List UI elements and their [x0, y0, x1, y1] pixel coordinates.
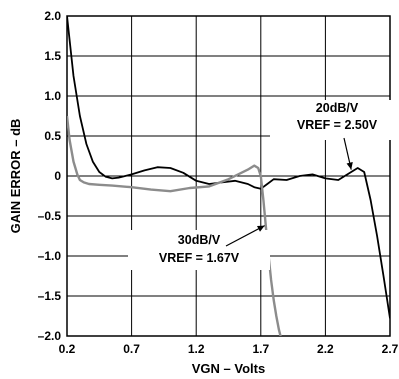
- y-tick-label: 0.5: [44, 129, 61, 143]
- series-line: [67, 115, 282, 336]
- series-lines: [67, 16, 390, 336]
- x-tick-label: 2.2: [317, 342, 334, 356]
- y-tick-label: –1.5: [38, 289, 62, 303]
- annotation-label: VREF = 1.67V: [159, 251, 240, 265]
- annotation-label: 20dB/V: [316, 101, 359, 115]
- annotation-label: VREF = 2.50V: [297, 118, 378, 132]
- annotation-background: [128, 230, 270, 270]
- x-tick-labels: 0.2 0.7 1.2 1.7 2.2 2.7: [59, 342, 399, 356]
- y-tick-labels: 2.0 1.5 1.0 0.5 0 –0.5 –1.0 –1.5 –2.0: [38, 9, 62, 343]
- y-tick-label: 1.0: [44, 89, 61, 103]
- y-tick-label: –1.0: [38, 249, 62, 263]
- grid-lines: [66, 15, 391, 337]
- x-tick-label: 1.2: [188, 342, 205, 356]
- y-tick-label: 0: [54, 169, 61, 183]
- annotation-arrow: [225, 225, 265, 247]
- plot-frame: [66, 15, 391, 337]
- y-tick-label: 1.5: [44, 49, 61, 63]
- x-tick-label: 2.7: [382, 342, 399, 356]
- x-tick-label: 0.2: [59, 342, 76, 356]
- annotation-background: [270, 100, 399, 140]
- x-tick-label: 0.7: [123, 342, 140, 356]
- annotation-arrowhead: [346, 162, 353, 170]
- series-line: [67, 16, 390, 319]
- x-tick-label: 1.7: [252, 342, 269, 356]
- annotation-arrowhead: [256, 225, 265, 232]
- y-tick-label: –2.0: [38, 329, 62, 343]
- x-axis-label: VGN – Volts: [192, 361, 265, 376]
- y-tick-label: 2.0: [44, 9, 61, 23]
- annotations: 20dB/V VREF = 2.50V 30dB/V VREF = 1.67V: [128, 100, 399, 270]
- annotation-label: 30dB/V: [178, 233, 221, 247]
- y-axis-label: GAIN ERROR – dB: [8, 119, 23, 234]
- y-tick-label: –0.5: [38, 209, 62, 223]
